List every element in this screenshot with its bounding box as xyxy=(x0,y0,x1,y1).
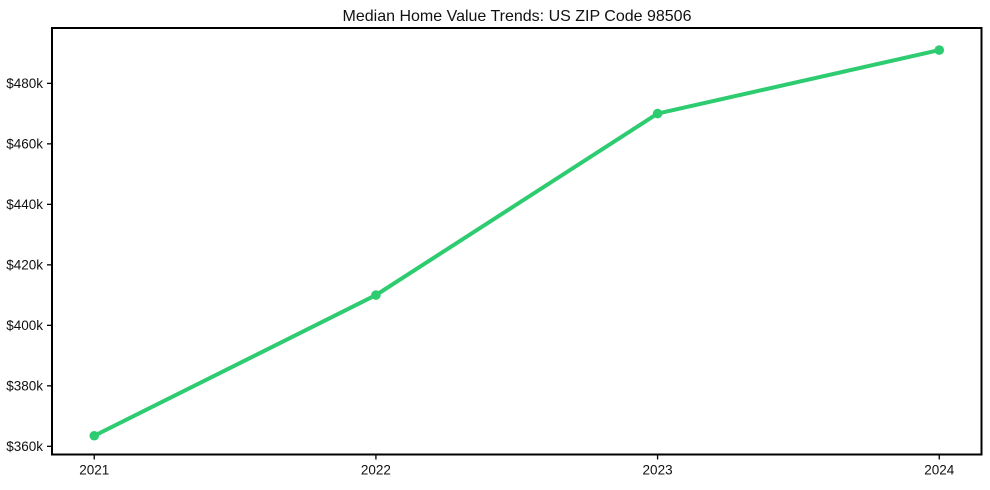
data-point-2021 xyxy=(89,430,100,441)
x-tick-label: 2023 xyxy=(643,463,673,478)
chart-title: Median Home Value Trends: US ZIP Code 98… xyxy=(342,8,692,25)
y-tick-label: $460k xyxy=(6,137,43,152)
y-tick-label: $380k xyxy=(6,379,43,394)
y-tick-label: $360k xyxy=(6,439,43,454)
y-tick-label: $440k xyxy=(6,197,43,212)
data-point-2022 xyxy=(371,290,381,300)
plot-frame xyxy=(51,27,983,456)
y-tick-label: $420k xyxy=(6,258,43,273)
x-tick-label: 2024 xyxy=(924,463,955,478)
data-point-2023 xyxy=(652,108,663,119)
data-point-2024 xyxy=(934,45,945,55)
y-tick-label: $480k xyxy=(6,76,43,91)
trend-line xyxy=(92,48,942,438)
x-tick-label: 2022 xyxy=(361,463,391,478)
x-tick-label: 2021 xyxy=(79,463,109,478)
y-tick-label: $400k xyxy=(6,318,43,333)
